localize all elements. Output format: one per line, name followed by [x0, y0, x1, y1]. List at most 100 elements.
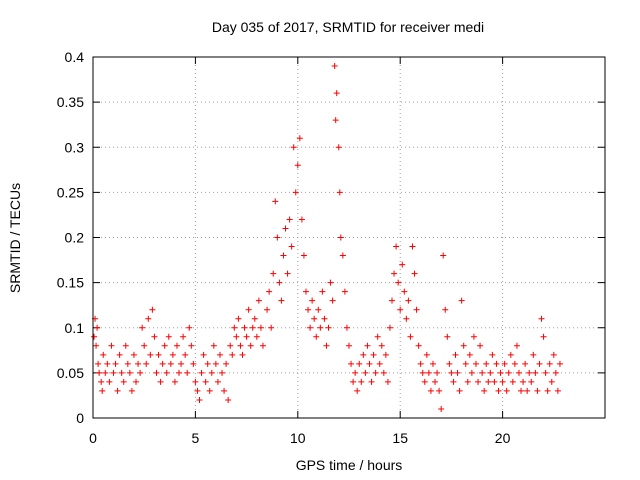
- data-point: [313, 333, 320, 340]
- data-point: [407, 333, 414, 340]
- data-point: [450, 378, 457, 385]
- data-point: [518, 387, 525, 394]
- data-point: [315, 306, 322, 313]
- data-point: [264, 306, 271, 313]
- data-point: [323, 342, 330, 349]
- data-point: [434, 369, 441, 376]
- data-point: [442, 306, 449, 313]
- data-point: [329, 297, 336, 304]
- data-point: [425, 369, 432, 376]
- data-point: [95, 360, 102, 367]
- data-point: [403, 315, 410, 322]
- data-point: [294, 162, 301, 169]
- data-point: [194, 387, 201, 394]
- data-point: [192, 378, 199, 385]
- data-point: [405, 297, 412, 304]
- data-point: [460, 342, 467, 349]
- data-point: [120, 378, 127, 385]
- data-point: [335, 144, 342, 151]
- data-point: [436, 387, 443, 394]
- data-point: [538, 315, 545, 322]
- data-point: [423, 351, 430, 358]
- data-point: [464, 378, 471, 385]
- data-point: [219, 369, 226, 376]
- data-point: [200, 351, 207, 358]
- data-point: [401, 288, 408, 295]
- axis-ticks: 0 0.05 0.1 0.15 0.2 0.25 0.3 0.35 0.4 0 5 10 15 20: [57, 49, 605, 446]
- data-point: [417, 360, 424, 367]
- y-tick-label: 0.3: [65, 139, 85, 155]
- data-point: [321, 315, 328, 322]
- data-point: [221, 387, 228, 394]
- data-point: [409, 243, 416, 250]
- data-point: [358, 378, 365, 385]
- data-point: [350, 378, 357, 385]
- data-point: [133, 378, 140, 385]
- data-point: [421, 378, 428, 385]
- data-point: [532, 369, 539, 376]
- data-point: [542, 369, 549, 376]
- data-point: [208, 369, 215, 376]
- data-point: [307, 324, 314, 331]
- data-point: [102, 369, 109, 376]
- plot-frame: [92, 56, 606, 419]
- data-point: [128, 387, 135, 394]
- data-point: [499, 378, 506, 385]
- data-point: [399, 261, 406, 268]
- data-point: [169, 351, 176, 358]
- data-point: [415, 342, 422, 349]
- data-point: [141, 342, 148, 349]
- data-point: [249, 324, 256, 331]
- data-point: [477, 342, 484, 349]
- data-point: [159, 360, 166, 367]
- data-point: [364, 342, 371, 349]
- data-point: [352, 369, 359, 376]
- data-point: [319, 288, 326, 295]
- data-point: [231, 324, 238, 331]
- data-point: [206, 387, 213, 394]
- data-point: [382, 351, 389, 358]
- data-point: [182, 351, 189, 358]
- data-point: [468, 369, 475, 376]
- data-point: [188, 342, 195, 349]
- data-point: [96, 369, 103, 376]
- data-point: [489, 351, 496, 358]
- data-point: [93, 342, 100, 349]
- data-point: [251, 315, 258, 322]
- data-point: [534, 387, 541, 394]
- data-point: [163, 369, 170, 376]
- data-point: [255, 297, 262, 304]
- data-point: [104, 360, 111, 367]
- data-point: [343, 324, 350, 331]
- data-point: [419, 369, 426, 376]
- data-point: [493, 360, 500, 367]
- data-point: [216, 351, 223, 358]
- data-point: [257, 324, 264, 331]
- data-point: [173, 342, 180, 349]
- data-point: [336, 189, 343, 196]
- data-point: [507, 351, 514, 358]
- data-point: [266, 288, 273, 295]
- data-point: [429, 360, 436, 367]
- data-point: [118, 369, 125, 376]
- data-point: [178, 360, 185, 367]
- data-point: [305, 306, 312, 313]
- data-point: [180, 333, 187, 340]
- data-point: [509, 378, 516, 385]
- data-point: [233, 333, 240, 340]
- data-point: [190, 360, 197, 367]
- data-point: [227, 342, 234, 349]
- data-point: [462, 360, 469, 367]
- data-point: [229, 351, 236, 358]
- data-point: [520, 378, 527, 385]
- data-point: [550, 351, 557, 358]
- data-point: [298, 216, 305, 223]
- data-point: [147, 351, 154, 358]
- data-point: [274, 234, 281, 241]
- x-tick-label: 15: [392, 430, 408, 446]
- data-point: [239, 351, 246, 358]
- data-point: [302, 288, 309, 295]
- data-point: [454, 369, 461, 376]
- data-point: [110, 369, 117, 376]
